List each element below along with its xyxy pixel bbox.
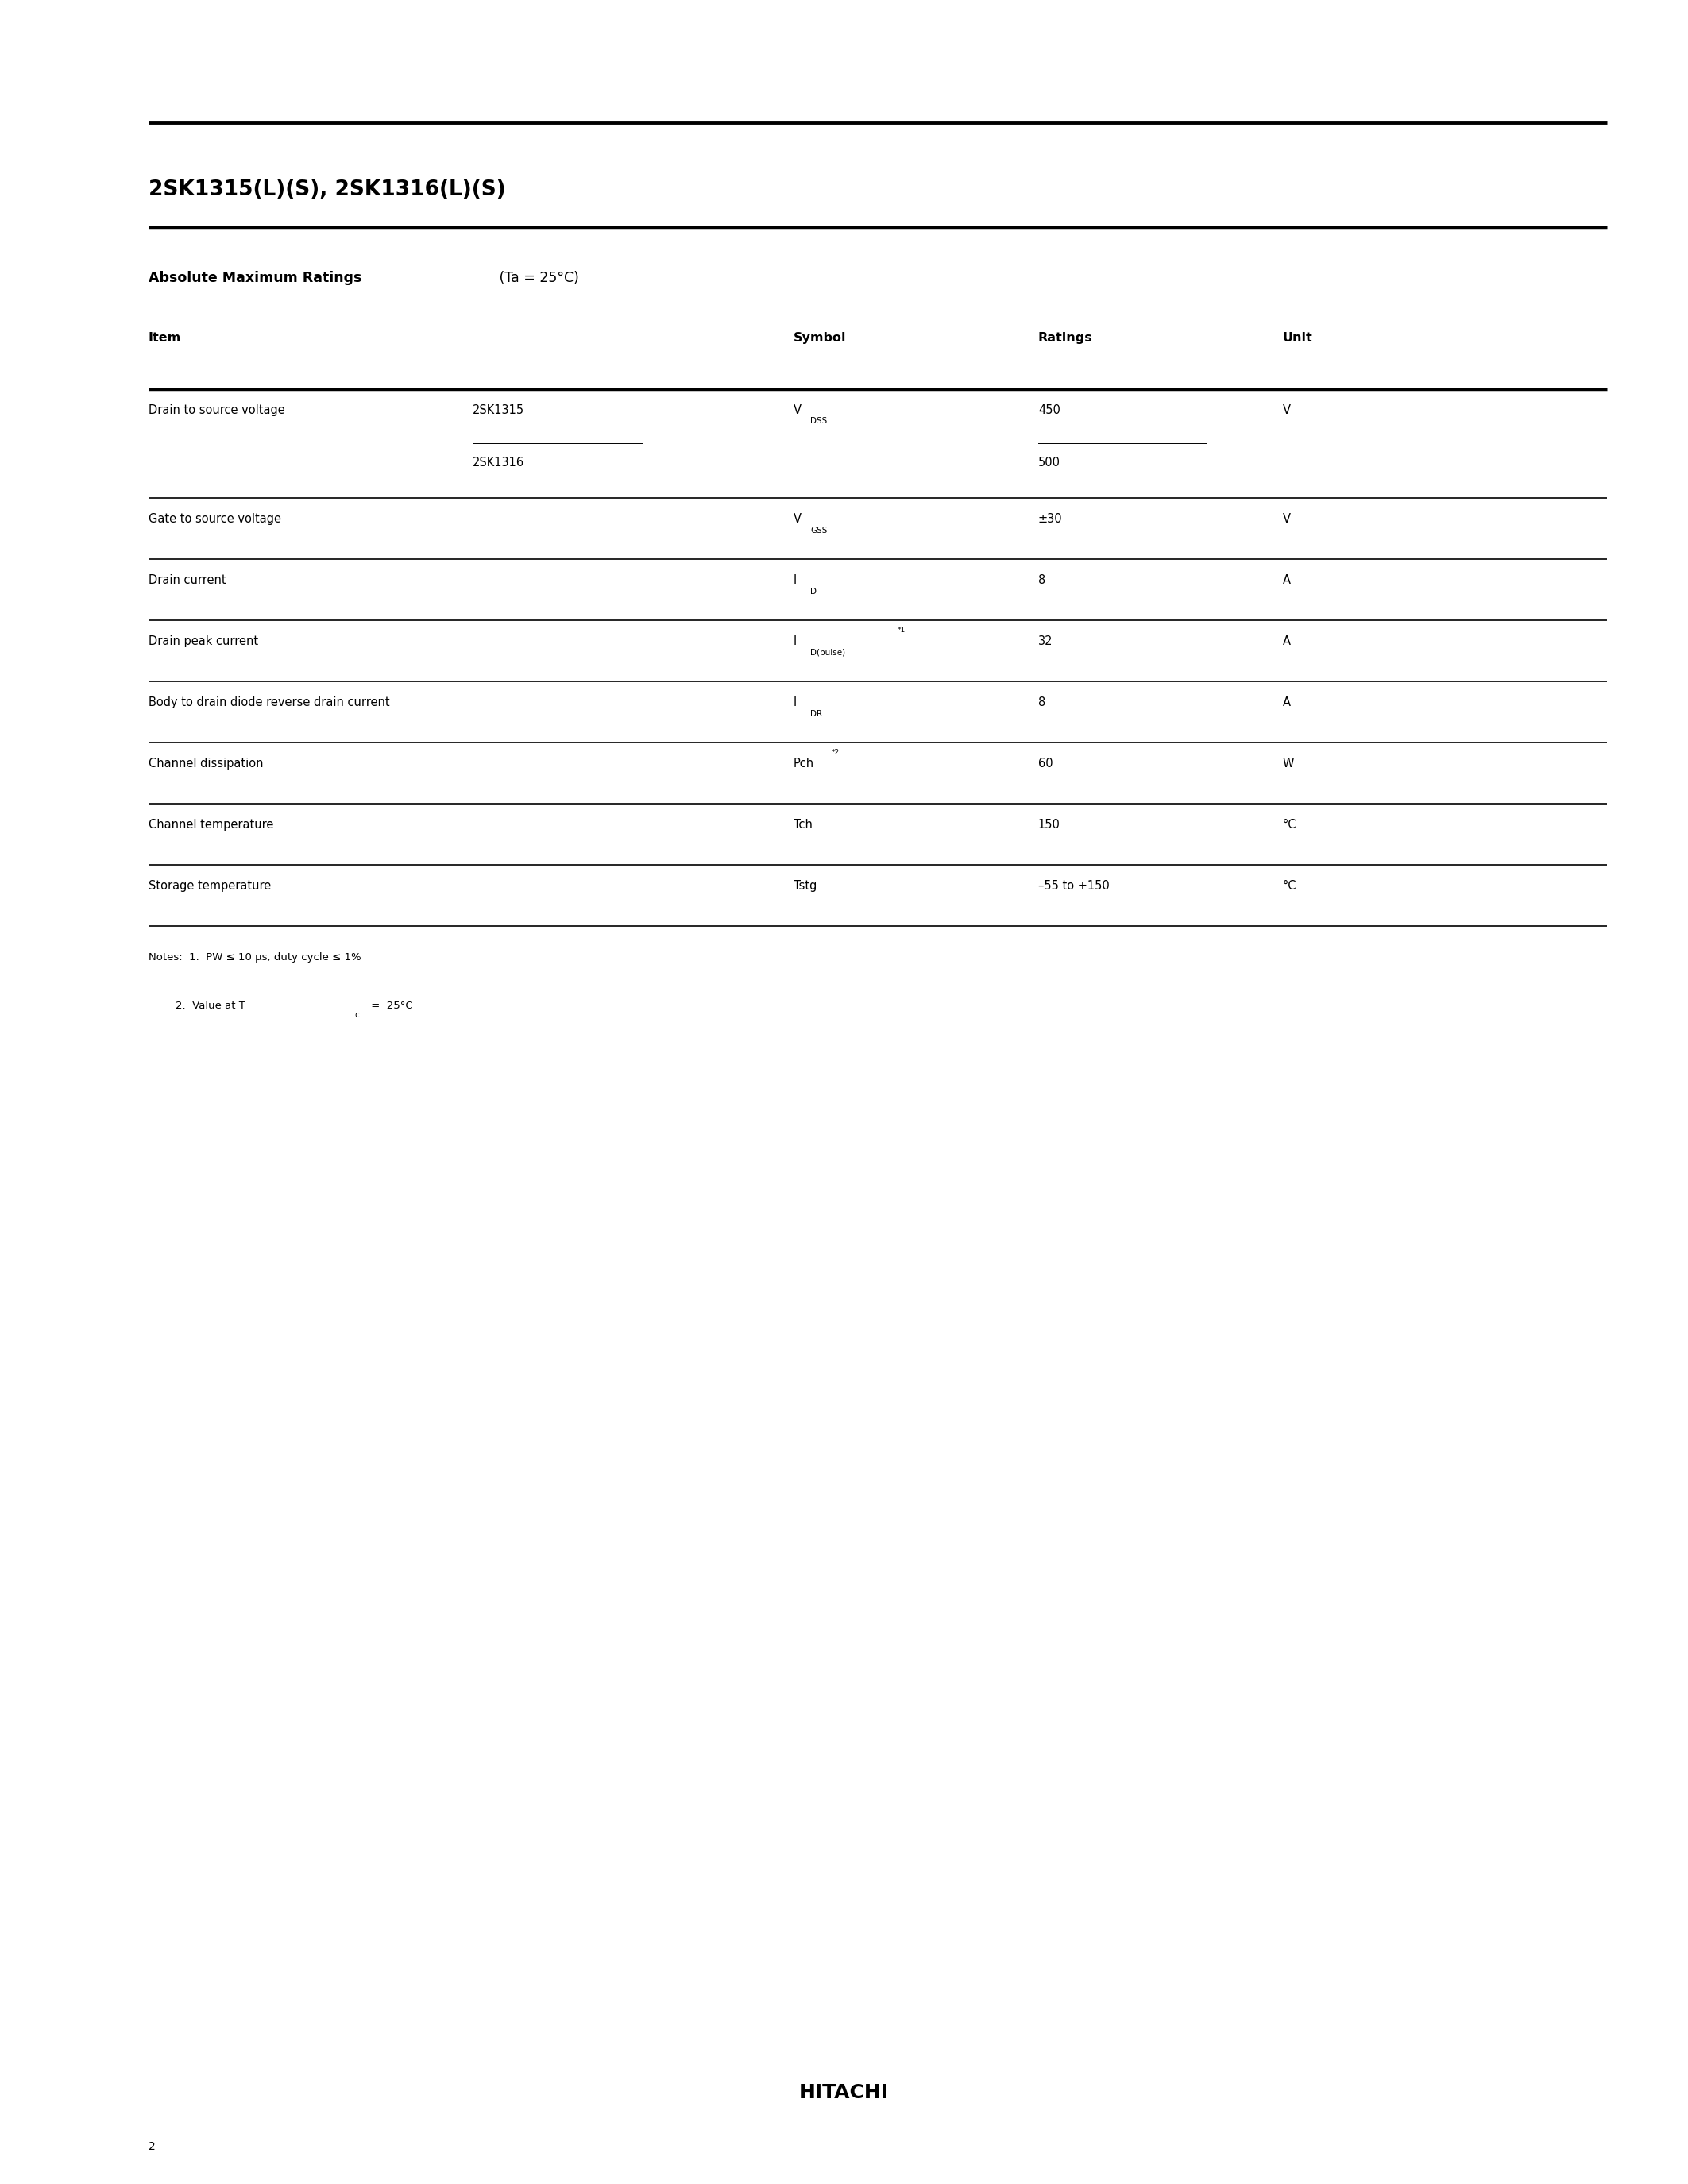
Text: Symbol: Symbol	[793, 332, 846, 343]
Text: 150: 150	[1038, 819, 1060, 830]
Text: D: D	[810, 587, 817, 596]
Text: 2.  Value at T: 2. Value at T	[149, 1000, 245, 1011]
Text: I: I	[793, 697, 797, 708]
Text: –55 to +150: –55 to +150	[1038, 880, 1109, 891]
Text: D(pulse): D(pulse)	[810, 649, 846, 657]
Text: A: A	[1283, 574, 1291, 585]
Text: Body to drain diode reverse drain current: Body to drain diode reverse drain curren…	[149, 697, 390, 708]
Text: 2SK1316: 2SK1316	[473, 456, 525, 467]
Text: V: V	[1283, 404, 1291, 415]
Text: I: I	[793, 636, 797, 646]
Text: V: V	[793, 404, 802, 415]
Text: =  25°C: = 25°C	[368, 1000, 414, 1011]
Text: Tstg: Tstg	[793, 880, 817, 891]
Text: 32: 32	[1038, 636, 1053, 646]
Text: Notes:  1.  PW ≤ 10 μs, duty cycle ≤ 1%: Notes: 1. PW ≤ 10 μs, duty cycle ≤ 1%	[149, 952, 361, 963]
Text: 60: 60	[1038, 758, 1053, 769]
Text: V: V	[793, 513, 802, 524]
Text: Pch: Pch	[793, 758, 814, 769]
Text: 8: 8	[1038, 574, 1045, 585]
Text: Storage temperature: Storage temperature	[149, 880, 272, 891]
Text: Drain current: Drain current	[149, 574, 226, 585]
Text: Channel temperature: Channel temperature	[149, 819, 273, 830]
Text: W: W	[1283, 758, 1295, 769]
Text: Gate to source voltage: Gate to source voltage	[149, 513, 282, 524]
Text: 2SK1315: 2SK1315	[473, 404, 525, 415]
Text: Channel dissipation: Channel dissipation	[149, 758, 263, 769]
Text: Drain peak current: Drain peak current	[149, 636, 258, 646]
Text: DSS: DSS	[810, 417, 827, 426]
Text: Absolute Maximum Ratings: Absolute Maximum Ratings	[149, 271, 361, 286]
Text: GSS: GSS	[810, 526, 827, 535]
Text: Ratings: Ratings	[1038, 332, 1092, 343]
Text: *1: *1	[898, 627, 905, 633]
Text: HITACHI: HITACHI	[798, 2084, 890, 2101]
Text: DR: DR	[810, 710, 822, 719]
Text: 450: 450	[1038, 404, 1060, 415]
Text: Item: Item	[149, 332, 181, 343]
Text: c: c	[354, 1011, 360, 1020]
Text: °C: °C	[1283, 880, 1296, 891]
Text: Unit: Unit	[1283, 332, 1313, 343]
Text: A: A	[1283, 636, 1291, 646]
Text: ±30: ±30	[1038, 513, 1062, 524]
Text: °C: °C	[1283, 819, 1296, 830]
Text: A: A	[1283, 697, 1291, 708]
Text: *2: *2	[830, 749, 839, 756]
Text: 2SK1315(L)(S), 2SK1316(L)(S): 2SK1315(L)(S), 2SK1316(L)(S)	[149, 179, 506, 199]
Text: 8: 8	[1038, 697, 1045, 708]
Text: Tch: Tch	[793, 819, 812, 830]
Text: Drain to source voltage: Drain to source voltage	[149, 404, 285, 415]
Text: 500: 500	[1038, 456, 1060, 467]
Text: V: V	[1283, 513, 1291, 524]
Text: 2: 2	[149, 2140, 155, 2153]
Text: I: I	[793, 574, 797, 585]
Text: (Ta = 25°C): (Ta = 25°C)	[495, 271, 579, 286]
